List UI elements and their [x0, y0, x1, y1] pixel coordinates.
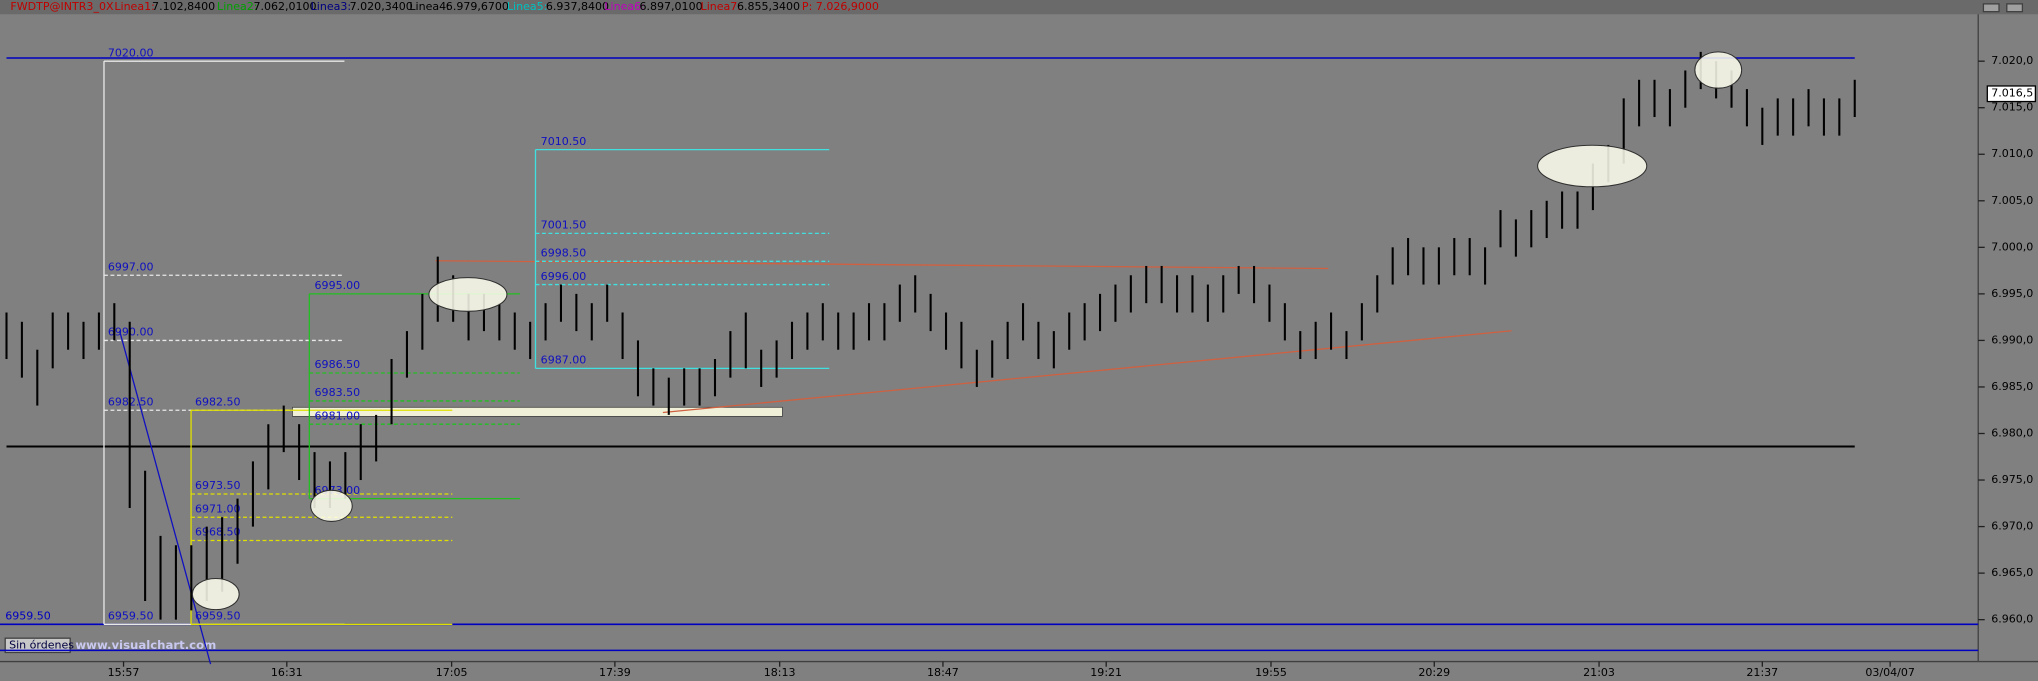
- y-tick-label: 6.990,0: [1991, 333, 2033, 346]
- highlight-ellipse: [310, 489, 353, 522]
- level-label: 6973.50: [195, 479, 241, 492]
- header-bar: [0, 0, 2038, 15]
- header-name: P: 7.026,9000: [802, 0, 879, 13]
- level-label: 6981.00: [315, 409, 361, 422]
- trend-line: [118, 330, 212, 665]
- x-tick-label: 18:13: [764, 666, 796, 679]
- x-tick-label: 18:47: [927, 666, 959, 679]
- y-tick-label: 6.985,0: [1991, 380, 2033, 393]
- window-button[interactable]: [1982, 3, 2000, 13]
- level-label: 6959.50: [195, 610, 241, 623]
- watermark: www.visualchart.com: [75, 638, 216, 652]
- x-tick-label: 17:39: [599, 666, 631, 679]
- trend-line: [662, 330, 1512, 414]
- level-label: 6986.50: [315, 358, 361, 371]
- last-price-label: 7.016,5: [1991, 87, 2033, 100]
- header-name: Linea5:: [507, 0, 547, 13]
- level-label: 6996.00: [541, 270, 587, 283]
- header-value: 7.102,8400: [152, 0, 215, 13]
- status-button[interactable]: [4, 637, 71, 654]
- level-label: 6998.50: [541, 247, 587, 260]
- horizontal-line-label: 6959.50: [5, 610, 51, 623]
- level-label: 6968.50: [195, 526, 241, 539]
- x-tick-label: 20:29: [1418, 666, 1450, 679]
- level-label: 6997.00: [108, 260, 154, 273]
- y-tick-label: 6.995,0: [1991, 287, 2033, 300]
- y-tick-label: 6.975,0: [1991, 473, 2033, 486]
- y-tick-label: 6.970,0: [1991, 520, 2033, 533]
- y-tick-label: 7.000,0: [1991, 240, 2033, 253]
- header-name: Linea7:: [701, 0, 741, 13]
- y-tick-label: 7.015,0: [1991, 101, 2033, 114]
- header-value: 6.937,8400: [546, 0, 609, 13]
- highlight-ellipse: [1694, 51, 1743, 89]
- level-label: 6987.00: [541, 354, 587, 367]
- header-name: Linea3:: [311, 0, 351, 13]
- header-name: FWDTP@INTR3_0X: [10, 0, 114, 13]
- y-tick-label: 6.960,0: [1991, 613, 2033, 626]
- x-tick-label: 21:37: [1746, 666, 1778, 679]
- zone: [292, 406, 783, 417]
- x-tick-label: 15:57: [108, 666, 140, 679]
- header-value: 6.979,6700: [446, 0, 509, 13]
- x-tick-label: 19:55: [1255, 666, 1287, 679]
- window-button[interactable]: [2006, 3, 2024, 13]
- status-button-label: Sin órdenes: [9, 638, 74, 651]
- y-tick-label: 7.005,0: [1991, 194, 2033, 207]
- level-label: 7001.50: [541, 219, 587, 232]
- y-tick-label: 6.965,0: [1991, 566, 2033, 579]
- header-value: 6.855,3400: [737, 0, 800, 13]
- level-label: 7010.50: [541, 135, 587, 148]
- header-value: 7.020,3400: [350, 0, 413, 13]
- y-tick-label: 7.010,0: [1991, 147, 2033, 160]
- header-name: Linea1:: [114, 0, 154, 13]
- header-name: Linea4:: [409, 0, 449, 13]
- highlight-ellipse: [1537, 144, 1648, 188]
- level-label: 6982.50: [195, 395, 241, 408]
- level-label: 7020.00: [108, 46, 154, 59]
- header-name: Linea2:: [217, 0, 257, 13]
- y-tick-label: 6.980,0: [1991, 427, 2033, 440]
- x-tick-label: 21:03: [1583, 666, 1615, 679]
- y-tick-label: 7.020,0: [1991, 54, 2033, 67]
- highlight-ellipse: [428, 277, 508, 312]
- x-tick-label: 19:21: [1090, 666, 1122, 679]
- level-label: 6971.00: [195, 502, 241, 515]
- header-value: 6.897,0100: [639, 0, 702, 13]
- last-price-box: [1986, 85, 2037, 103]
- x-tick-label: 16:31: [271, 666, 303, 679]
- trend-line: [435, 260, 1329, 270]
- level-label: 6995.00: [315, 279, 361, 292]
- level-label: 6983.50: [315, 386, 361, 399]
- level-label: 6959.50: [108, 610, 154, 623]
- x-tick-label: 17:05: [436, 666, 468, 679]
- header-value: 7.062,0100: [253, 0, 316, 13]
- highlight-ellipse: [191, 578, 240, 611]
- header-name: Linea6:: [604, 0, 644, 13]
- x-tick-label: 03/04/07: [1865, 666, 1915, 679]
